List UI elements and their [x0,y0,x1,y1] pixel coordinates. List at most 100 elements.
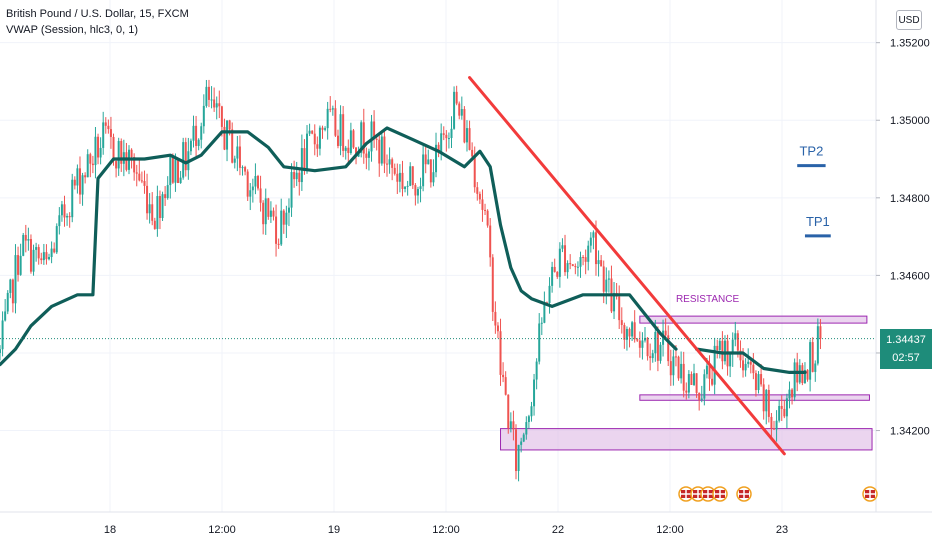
candle-body [339,114,342,146]
candle-body [254,176,257,187]
candle-body [238,146,241,168]
economic-events[interactable] [678,486,878,502]
trendline[interactable] [468,76,786,456]
candle-body [747,361,750,364]
candle-body [195,125,198,146]
candle-body [489,225,492,258]
event-marker[interactable] [736,486,752,502]
candle-body [303,148,306,172]
candle-body [718,340,721,350]
candle-body [40,258,43,261]
candle-body [589,237,592,246]
candle-body [509,421,512,429]
candle-body [91,163,94,166]
candle-body [326,108,329,129]
candle-body [86,154,89,178]
candle-body [321,127,324,130]
event-marker[interactable] [862,486,878,502]
candle-body [32,249,35,272]
candle-body [161,194,164,219]
candle-body [548,285,551,303]
y-tick-label: 1.34800 [890,193,930,205]
candle-body [388,159,391,165]
candle-body [19,255,22,275]
candle-body [677,356,680,379]
candle-body [107,125,110,130]
candle-body [770,416,773,429]
candle-body [140,180,143,182]
candle-body [184,142,187,171]
candle-body [380,136,383,164]
candle-body [42,252,45,261]
candle-body [158,196,161,219]
candle-body [6,292,9,312]
candle-body [607,278,610,280]
candle-body [164,194,167,199]
candle-body [264,198,267,225]
grid [0,0,876,512]
event-marker[interactable] [712,486,728,502]
candle-body [112,136,115,162]
candle-body [60,204,63,216]
candle-body [50,248,53,258]
candle-body [471,149,474,157]
candle-body [192,125,195,141]
candle-body [257,176,259,189]
candle-body [329,108,332,110]
currency-button[interactable]: USD [896,10,922,30]
candle-body [543,302,546,323]
candle-body [285,212,288,225]
resistance-label: RESISTANCE [676,294,739,305]
candle-body [641,340,644,348]
candle-body [151,204,154,221]
candle-body [76,168,79,186]
candle-body [703,374,706,399]
candle-body [298,172,301,183]
candle-body [419,186,422,189]
candle-body [416,188,419,196]
indicator-legend: VWAP (Session, hlc3, 0, 1) [6,24,139,36]
candle-body [803,369,806,383]
candle-body [308,130,311,134]
candle-body [156,196,159,229]
candle-body [682,363,685,391]
candle-body [233,158,236,163]
candle-body [349,130,352,154]
candle-body [236,146,239,159]
candle-body [398,172,401,182]
candle-body [491,257,494,312]
candle-body [362,122,365,154]
candle-body [783,408,786,417]
candle-body [620,320,623,326]
candle-body [73,179,76,186]
candle-body [306,133,309,172]
candle-body [574,266,577,268]
candle-body [711,378,714,385]
candle-body [649,356,652,359]
candle-body [773,428,775,430]
candle-body [476,187,479,194]
candle-body [458,103,461,116]
candle-body [775,420,778,430]
candle-body [644,337,646,341]
candle-body [135,172,138,174]
candle-body [597,260,600,265]
candle-body [515,429,517,472]
x-tick-label: 12:00 [432,524,460,536]
candle-body [623,325,626,340]
candle-body [218,103,221,107]
candle-body [295,172,298,180]
trendline-layer[interactable] [468,76,786,456]
candle-body [120,140,123,164]
candle-body [754,373,757,391]
candle-body [465,128,468,143]
candle-body [558,248,561,277]
candle-body [468,128,471,150]
zone-box [639,315,868,324]
candle-body [705,365,708,375]
candle-body [674,356,677,358]
candle-body [566,263,569,273]
candle-body [316,144,319,149]
candle-body [437,144,440,153]
